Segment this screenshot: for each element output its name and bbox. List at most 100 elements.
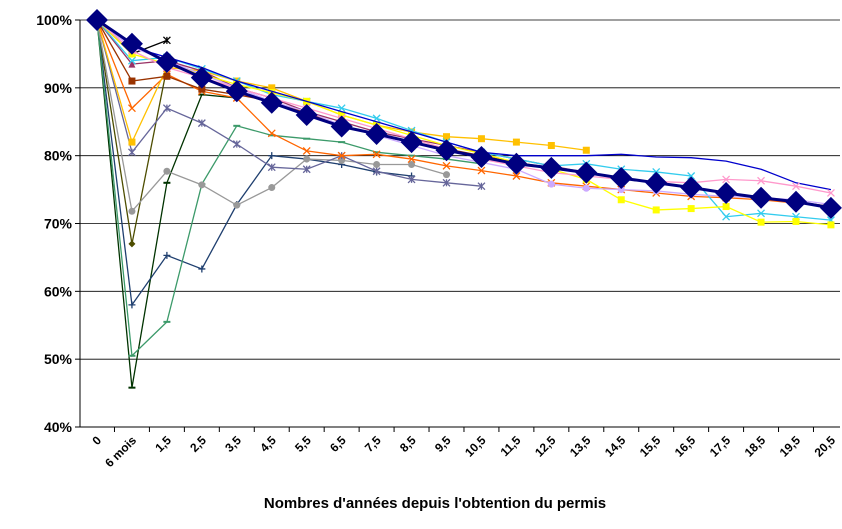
marker [190,66,213,89]
series-line [96,19,832,191]
marker [295,103,318,126]
x-tick-label: 0 [89,433,104,448]
marker [268,84,276,92]
marker [505,152,528,175]
x-tick-label: 10,5 [462,433,489,460]
marker [128,207,136,215]
marker [128,77,136,85]
x-tick-label: 12,5 [532,433,559,460]
marker [155,51,178,74]
marker [267,163,276,172]
marker [582,184,590,192]
marker [442,161,451,170]
x-tick-label: 13,5 [567,433,594,460]
y-tick-label: 60% [44,283,73,299]
x-tick-label: 11,5 [498,433,524,459]
x-tick-label: 17,5 [707,433,734,460]
marker [547,141,555,149]
marker [365,122,388,145]
y-tick-label: 80% [44,148,73,164]
series-line [96,19,832,226]
marker [547,180,555,188]
marker [826,189,835,197]
marker [268,184,276,192]
series-line [96,19,482,358]
marker [338,156,346,164]
x-tick-label: 7,5 [362,433,384,455]
marker [477,135,485,143]
x-tick-label: 16,5 [672,433,699,460]
marker [435,139,458,162]
series-line [96,19,832,208]
series-line [96,19,832,208]
series-line [96,19,832,208]
marker [233,201,241,209]
y-tick-label: 90% [44,80,73,96]
marker [512,138,520,146]
marker [757,176,766,185]
marker [162,104,171,113]
marker [757,209,766,218]
marker [680,176,703,199]
marker [443,171,450,179]
marker [470,146,493,169]
marker [198,265,206,273]
marker [128,138,136,146]
x-tick-label: 19,5 [777,433,804,460]
marker [582,146,590,154]
marker [827,221,835,229]
marker [268,152,276,160]
marker [163,167,171,175]
series-line [96,19,832,206]
marker [120,32,143,55]
marker [162,36,171,45]
marker [407,155,416,164]
marker [267,129,276,138]
marker [477,166,486,175]
marker [330,115,353,138]
marker [337,151,346,160]
series-line [96,19,412,307]
x-tick-label: 6 mois [102,433,139,470]
marker [302,165,311,174]
marker [540,156,563,179]
marker [722,212,731,221]
marker [617,196,625,204]
series-line [96,18,832,210]
marker [645,171,668,194]
marker [260,91,283,114]
marker [127,148,136,157]
x-tick-label: 6,5 [327,433,349,455]
marker [407,175,416,184]
x-tick-label: 3,5 [222,433,244,455]
marker [722,203,730,211]
marker [197,119,206,128]
x-tick-label: 8,5 [397,433,419,455]
marker [750,186,773,209]
series-line [96,19,832,194]
marker [86,9,108,31]
marker [443,133,450,141]
marker [610,167,633,190]
x-tick-label: 1,5 [152,433,174,455]
marker [575,161,598,184]
marker [198,85,206,93]
marker [792,182,800,191]
marker [128,301,136,309]
marker [617,186,625,194]
marker [372,167,381,176]
marker [687,205,695,213]
marker [163,251,171,259]
marker [687,172,696,180]
x-axis-title: Nombres d'années depuis l'obtention du p… [264,495,606,512]
marker [792,217,800,225]
marker [477,182,486,191]
marker [819,196,842,219]
marker [127,104,136,113]
y-tick-label: 70% [44,216,73,232]
marker [757,218,765,226]
marker [652,206,660,214]
x-tick-label: 5,5 [292,433,314,455]
y-tick-label: 40% [44,419,73,435]
